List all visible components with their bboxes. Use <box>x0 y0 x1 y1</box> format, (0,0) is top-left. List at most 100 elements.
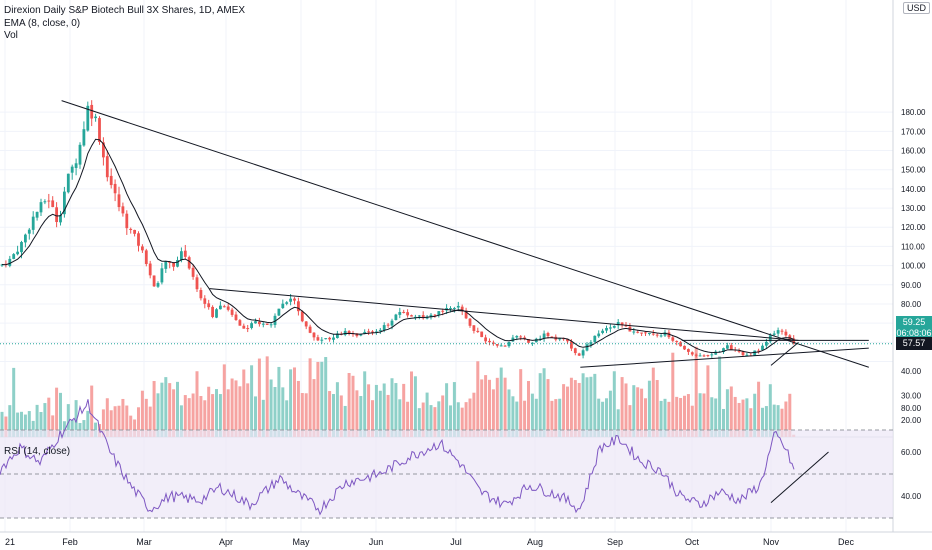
volume-bar <box>733 396 737 437</box>
candle-body <box>355 333 359 337</box>
candle-body <box>160 268 164 283</box>
volume-bar <box>686 394 690 437</box>
candle-body <box>238 320 242 326</box>
candle-body <box>675 340 679 342</box>
candle-body <box>281 303 285 309</box>
candle-body <box>31 216 35 230</box>
candle-body <box>144 250 148 265</box>
volume-bar <box>308 358 312 437</box>
volume-bar <box>164 377 168 437</box>
volume-bar <box>43 403 47 437</box>
rsi-pane <box>0 399 893 519</box>
volume-bar <box>499 367 503 437</box>
candle-body <box>468 318 472 326</box>
volume-bar <box>722 408 725 437</box>
volume-bar <box>784 401 788 437</box>
volume-bar <box>655 380 659 437</box>
volume-bar <box>612 371 616 437</box>
volume-bar <box>0 411 4 437</box>
candle-body <box>492 342 495 344</box>
candle-body <box>503 345 507 347</box>
volume-bar <box>187 398 191 437</box>
candle-body <box>180 251 183 260</box>
candle-body <box>632 331 636 333</box>
volume-bar <box>4 416 8 437</box>
candle-body <box>59 215 62 223</box>
volume-bar <box>425 392 429 437</box>
candle-body <box>137 233 140 246</box>
volume-bar <box>70 419 74 437</box>
candle-body <box>293 298 296 301</box>
price-axis: 60.0070.0080.0090.00100.00110.00120.0013… <box>901 108 926 501</box>
volume-bar <box>476 361 480 437</box>
trendline <box>580 347 869 368</box>
volume-bar <box>780 408 784 437</box>
volume-bars <box>0 346 796 437</box>
volume-bar <box>776 405 780 437</box>
candle-body <box>698 355 702 357</box>
ema-label: EMA (8, close, 0) <box>4 18 81 29</box>
candle-body <box>24 234 27 243</box>
candle-body <box>640 332 643 334</box>
candle-body <box>332 337 335 340</box>
volume-bar <box>296 380 300 437</box>
candle-body <box>753 350 757 356</box>
rsi-legend[interactable]: RSI (14, close) <box>4 446 70 458</box>
volume-bar <box>495 377 499 437</box>
volume-bar <box>390 378 394 437</box>
volume-bar <box>550 400 554 437</box>
volume-bar <box>714 398 718 437</box>
candle-body <box>86 105 90 131</box>
volume-bar <box>293 367 296 437</box>
volume-bar <box>456 402 460 437</box>
candle-body <box>702 355 706 357</box>
candle-body <box>82 129 86 146</box>
candle-body <box>242 325 246 329</box>
volume-bar <box>764 406 768 437</box>
volume-bar <box>581 373 585 437</box>
candle-body <box>515 336 519 338</box>
candle-body <box>726 345 729 349</box>
candle-body <box>183 250 187 257</box>
candle-body <box>636 331 640 333</box>
volume-bar <box>101 409 105 437</box>
candle-body <box>406 312 409 316</box>
volume-bar <box>351 375 355 437</box>
volume-bar <box>468 398 472 437</box>
candle-body <box>215 309 218 318</box>
candle-body <box>550 336 554 338</box>
volume-bar <box>363 371 367 437</box>
candle-body <box>133 229 136 234</box>
candle-body <box>199 290 203 299</box>
volume-bar <box>690 405 694 437</box>
volume-bar <box>371 400 374 437</box>
volume-bar <box>382 383 386 437</box>
vol-legend[interactable]: Vol <box>4 30 18 42</box>
rsi-label: RSI (14, close) <box>4 446 71 457</box>
candle-body <box>234 314 238 321</box>
candle-body <box>616 322 620 326</box>
volume-bar <box>265 356 269 437</box>
volume-bar <box>523 400 527 437</box>
candle-body <box>683 345 686 350</box>
candle-body <box>0 264 4 266</box>
candle-body <box>410 315 413 317</box>
candle-body <box>39 202 43 213</box>
trendline <box>770 341 799 366</box>
volume-bar <box>242 369 246 437</box>
candle-body <box>398 312 402 315</box>
candle-body <box>289 298 292 302</box>
candle-body <box>593 335 597 343</box>
candle-body <box>226 306 230 310</box>
volume-bar <box>433 407 437 437</box>
candle-body <box>722 348 725 353</box>
volume-bar <box>137 407 140 437</box>
candle-body <box>644 332 647 334</box>
rsi-tick-label: 60.00 <box>901 448 922 457</box>
volume-bar <box>86 410 90 437</box>
currency-badge[interactable]: USD <box>903 2 931 14</box>
ema-legend[interactable]: EMA (8, close, 0) <box>4 18 80 30</box>
volume-bar <box>597 398 601 437</box>
candle-body <box>542 333 546 339</box>
